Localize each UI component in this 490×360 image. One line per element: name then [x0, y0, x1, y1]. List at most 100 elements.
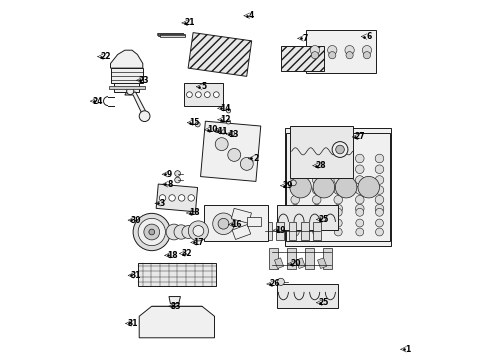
Circle shape — [375, 195, 384, 204]
Bar — [276, 222, 284, 239]
Circle shape — [356, 208, 364, 216]
Circle shape — [358, 176, 379, 198]
Circle shape — [356, 219, 364, 227]
Circle shape — [313, 165, 321, 174]
Text: 26: 26 — [269, 279, 280, 288]
Circle shape — [329, 51, 336, 59]
Circle shape — [332, 141, 348, 157]
Circle shape — [159, 195, 166, 201]
Text: 19: 19 — [275, 226, 286, 235]
Text: 30: 30 — [130, 216, 141, 225]
Bar — [158, 33, 183, 36]
Bar — [318, 258, 327, 269]
Circle shape — [336, 145, 344, 154]
Circle shape — [187, 92, 192, 98]
Circle shape — [291, 165, 299, 174]
Text: 25: 25 — [318, 298, 329, 307]
Polygon shape — [169, 297, 180, 304]
Circle shape — [213, 213, 234, 234]
Circle shape — [277, 278, 285, 285]
Bar — [290, 126, 353, 178]
Circle shape — [334, 165, 343, 174]
Circle shape — [214, 92, 219, 98]
Polygon shape — [139, 306, 215, 338]
Bar — [285, 128, 391, 246]
Circle shape — [334, 228, 342, 236]
Circle shape — [174, 225, 188, 239]
Circle shape — [313, 176, 321, 184]
Polygon shape — [125, 92, 147, 116]
Circle shape — [313, 219, 320, 227]
Circle shape — [138, 219, 166, 246]
Circle shape — [291, 180, 296, 186]
Circle shape — [291, 219, 299, 227]
Bar — [306, 30, 376, 73]
Bar — [305, 248, 314, 269]
Circle shape — [226, 120, 231, 124]
Circle shape — [334, 204, 343, 213]
Bar — [160, 35, 185, 37]
Circle shape — [215, 129, 219, 133]
Circle shape — [375, 186, 384, 194]
Circle shape — [291, 154, 299, 163]
Text: 29: 29 — [283, 181, 294, 190]
Text: 8: 8 — [167, 180, 172, 189]
Circle shape — [188, 221, 208, 241]
Bar — [313, 222, 320, 239]
Circle shape — [291, 204, 299, 213]
Text: 20: 20 — [290, 260, 300, 269]
Text: 11: 11 — [218, 127, 228, 136]
Bar — [287, 248, 296, 269]
Bar — [111, 68, 143, 83]
Text: 18: 18 — [167, 251, 177, 260]
Bar — [114, 83, 139, 92]
Text: 7: 7 — [302, 34, 308, 43]
Circle shape — [215, 138, 228, 150]
Circle shape — [290, 176, 311, 198]
Text: 28: 28 — [315, 161, 326, 170]
Text: 16: 16 — [231, 220, 241, 229]
Text: 5: 5 — [201, 82, 206, 91]
Circle shape — [228, 148, 241, 161]
Circle shape — [313, 176, 335, 198]
Circle shape — [355, 186, 364, 194]
Circle shape — [291, 186, 299, 194]
Bar — [265, 222, 272, 239]
Circle shape — [375, 204, 384, 213]
Circle shape — [139, 111, 150, 122]
Circle shape — [169, 195, 175, 201]
Circle shape — [310, 45, 319, 55]
Circle shape — [334, 176, 343, 184]
Bar — [184, 83, 223, 106]
Text: 22: 22 — [100, 52, 110, 61]
Bar — [138, 263, 216, 286]
Text: 1: 1 — [406, 345, 411, 354]
Circle shape — [193, 226, 204, 236]
Text: 13: 13 — [228, 130, 239, 139]
Circle shape — [375, 228, 383, 236]
Text: 4: 4 — [249, 11, 254, 20]
Circle shape — [204, 92, 210, 98]
Circle shape — [188, 195, 195, 201]
Circle shape — [149, 229, 155, 235]
Circle shape — [334, 208, 342, 216]
Circle shape — [126, 87, 134, 95]
Text: 17: 17 — [193, 238, 204, 247]
Circle shape — [334, 219, 342, 227]
Circle shape — [355, 204, 364, 213]
Circle shape — [196, 92, 201, 98]
Circle shape — [221, 130, 225, 134]
Polygon shape — [111, 50, 143, 68]
Circle shape — [240, 157, 253, 170]
Circle shape — [313, 208, 320, 216]
Bar — [204, 205, 269, 241]
Circle shape — [313, 204, 321, 213]
Text: 15: 15 — [190, 118, 200, 127]
Circle shape — [313, 154, 321, 163]
Bar — [277, 284, 338, 309]
Bar — [157, 33, 182, 35]
Bar — [323, 248, 332, 269]
Text: 12: 12 — [220, 115, 230, 124]
Circle shape — [291, 228, 299, 236]
Bar — [301, 222, 309, 239]
